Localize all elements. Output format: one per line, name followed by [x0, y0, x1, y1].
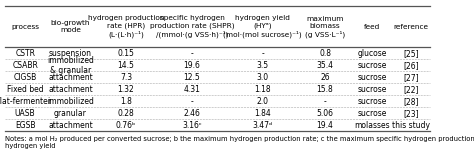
Text: bio-growth
mode: bio-growth mode — [51, 20, 90, 33]
Text: 1.8: 1.8 — [120, 97, 132, 106]
Text: 2.46: 2.46 — [183, 109, 201, 118]
Text: Fixed bed: Fixed bed — [7, 85, 44, 94]
Text: 35.4: 35.4 — [317, 61, 334, 70]
Text: reference: reference — [394, 24, 428, 30]
Text: 3.16ᶜ: 3.16ᶜ — [182, 121, 202, 130]
Text: glucose: glucose — [357, 49, 387, 58]
Text: -: - — [191, 49, 193, 58]
Text: sucrose: sucrose — [357, 85, 387, 94]
Text: process: process — [11, 24, 39, 30]
Text: molasses: molasses — [355, 121, 390, 130]
Text: -: - — [261, 49, 264, 58]
Text: 26: 26 — [320, 73, 330, 82]
Text: sucrose: sucrose — [357, 97, 387, 106]
Text: 7.3: 7.3 — [120, 73, 132, 82]
Text: 3.47ᵈ: 3.47ᵈ — [253, 121, 273, 130]
Text: 1.18: 1.18 — [254, 85, 271, 94]
Text: 1.32: 1.32 — [118, 85, 134, 94]
Text: feed: feed — [364, 24, 380, 30]
Text: [28]: [28] — [403, 97, 419, 106]
Text: attachment: attachment — [48, 121, 93, 130]
Text: EGSB: EGSB — [15, 121, 36, 130]
Text: immobilized: immobilized — [47, 97, 94, 106]
Text: [26]: [26] — [403, 61, 419, 70]
Text: 0.8: 0.8 — [319, 49, 331, 58]
Text: [27]: [27] — [403, 73, 419, 82]
Text: sucrose: sucrose — [357, 109, 387, 118]
Text: 3.5: 3.5 — [256, 61, 269, 70]
Text: -: - — [324, 97, 327, 106]
Text: this study: this study — [392, 121, 430, 130]
Text: CSABR: CSABR — [12, 61, 38, 70]
Text: flat-fermenter: flat-fermenter — [0, 97, 52, 106]
Text: [22]: [22] — [403, 85, 419, 94]
Text: hydrogen production
rate (HPR)
(L·(L·h)⁻¹): hydrogen production rate (HPR) (L·(L·h)⁻… — [88, 15, 164, 38]
Text: [23]: [23] — [403, 109, 419, 118]
Text: 12.5: 12.5 — [183, 73, 201, 82]
Text: suspension: suspension — [49, 49, 92, 58]
Text: 19.6: 19.6 — [183, 61, 201, 70]
Text: 0.28: 0.28 — [118, 109, 134, 118]
Text: CIGSB: CIGSB — [14, 73, 37, 82]
Text: UASB: UASB — [15, 109, 36, 118]
Text: -: - — [191, 97, 193, 106]
Text: 0.76ᵇ: 0.76ᵇ — [116, 121, 136, 130]
Text: [25]: [25] — [403, 49, 419, 58]
Text: attachment: attachment — [48, 73, 93, 82]
Text: 15.8: 15.8 — [317, 85, 333, 94]
Text: specific hydrogen
production rate (SHPR)
/(mmol·(g VSS·h)⁻¹): specific hydrogen production rate (SHPR)… — [150, 15, 234, 38]
Text: 4.31: 4.31 — [183, 85, 201, 94]
Text: hydrogen yield
(HYᵃ)
(mol·(mol sucrose)⁻¹): hydrogen yield (HYᵃ) (mol·(mol sucrose)⁻… — [223, 15, 302, 38]
Text: 19.4: 19.4 — [317, 121, 334, 130]
Text: 3.0: 3.0 — [256, 73, 269, 82]
Text: 5.06: 5.06 — [317, 109, 334, 118]
Text: Notes: a mol H₂ produced per converted sucrose; b the maximum hydrogen productio: Notes: a mol H₂ produced per converted s… — [5, 136, 474, 149]
Text: 14.5: 14.5 — [118, 61, 135, 70]
Text: sucrose: sucrose — [357, 61, 387, 70]
Text: granular: granular — [54, 109, 87, 118]
Text: 0.15: 0.15 — [118, 49, 135, 58]
Text: attachment: attachment — [48, 85, 93, 94]
Text: 1.84: 1.84 — [254, 109, 271, 118]
Text: CSTR: CSTR — [15, 49, 35, 58]
Text: maximum
biomass
(g VSS·L⁻¹): maximum biomass (g VSS·L⁻¹) — [305, 15, 345, 38]
Text: immobilized
& granular: immobilized & granular — [47, 56, 94, 75]
Text: sucrose: sucrose — [357, 73, 387, 82]
Text: 2.0: 2.0 — [256, 97, 269, 106]
